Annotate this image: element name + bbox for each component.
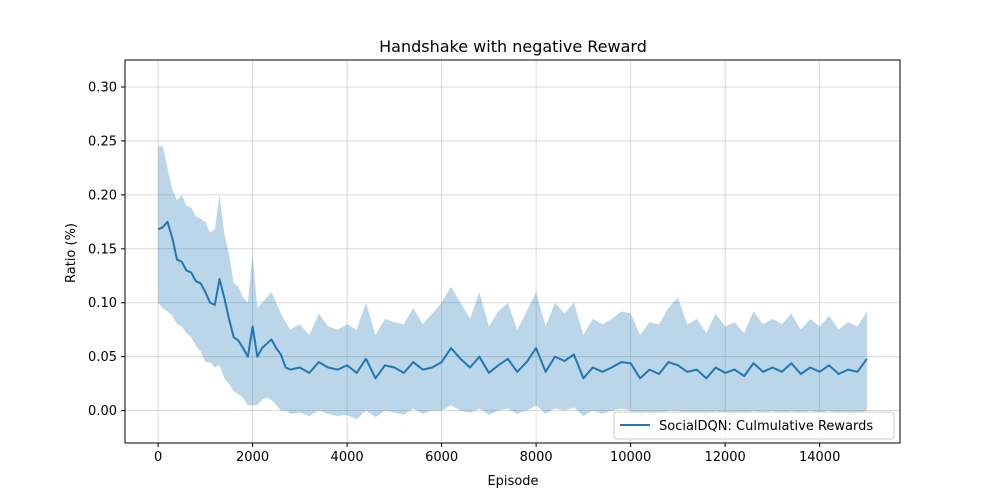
legend: SocialDQN: Culmulative Rewards xyxy=(613,411,895,440)
grid-lines xyxy=(125,60,900,443)
series-line xyxy=(157,220,868,380)
y-axis-ticks: 0.00 0.05 0.10 0.15 0.20 0.25 0.30 xyxy=(88,80,125,419)
y-tick-label: 0.20 xyxy=(88,188,117,203)
y-tick-label: 0.00 xyxy=(88,404,117,419)
y-axis-label: Ratio (%) xyxy=(64,223,79,283)
y-tick-label: 0.05 xyxy=(88,350,117,365)
x-tick-label: 8000 xyxy=(520,450,553,465)
plot-frame xyxy=(124,59,901,444)
x-tick-label: 6000 xyxy=(425,450,458,465)
y-tick-label: 0.25 xyxy=(88,134,117,149)
x-tick-label: 4000 xyxy=(331,450,364,465)
x-tick-label: 12000 xyxy=(704,450,745,465)
x-tick-label: 14000 xyxy=(799,450,840,465)
y-tick-label: 0.30 xyxy=(88,80,117,95)
y-tick-label: 0.10 xyxy=(88,296,117,311)
y-tick-label: 0.15 xyxy=(88,242,117,257)
chart-title: Handshake with negative Reward xyxy=(379,37,647,56)
x-tick-label: 10000 xyxy=(610,450,651,465)
legend-box xyxy=(613,411,895,440)
x-axis-ticks: 0 2000 4000 6000 8000 10000 12000 14000 xyxy=(154,443,840,465)
legend-label: SocialDQN: Culmulative Rewards xyxy=(659,419,873,434)
confidence-band xyxy=(158,146,867,420)
x-axis-label: Episode xyxy=(487,474,538,489)
x-tick-label: 2000 xyxy=(236,450,269,465)
x-tick-label: 0 xyxy=(154,450,162,465)
